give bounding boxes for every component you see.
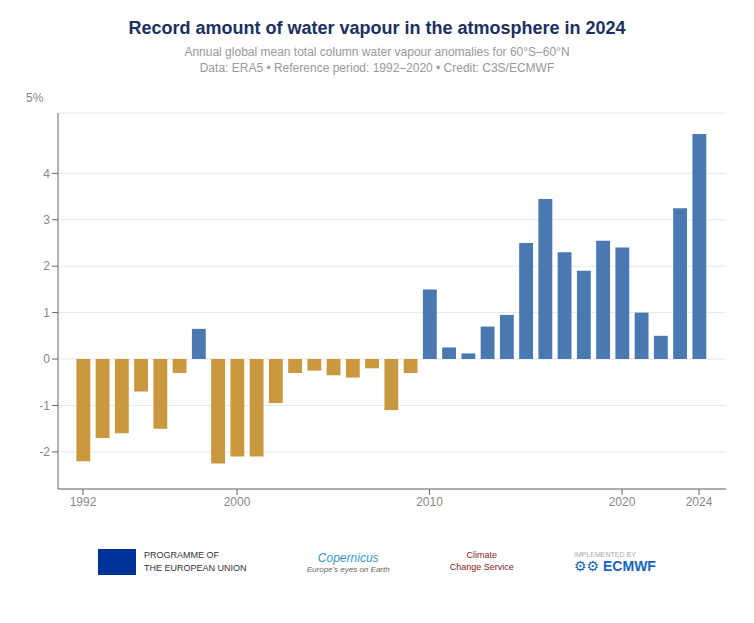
svg-text:1992: 1992 — [70, 495, 97, 509]
html-text:Climate Change Service: Climate Change Service — [449, 550, 514, 572]
html-text:Record amount of water vapour: Record amount of water vapour in the atm… — [128, 18, 626, 38]
html-text:⚙⚙ ECMWF: ⚙⚙ ECMWF — [574, 557, 656, 574]
svg-text:4: 4 — [43, 167, 50, 181]
svg-text:1: 1 — [43, 306, 50, 320]
svg-text:0: 0 — [43, 352, 50, 366]
svg-text:2020: 2020 — [609, 495, 636, 509]
svg-text:-2: -2 — [39, 445, 50, 459]
svg-text:2000: 2000 — [224, 495, 251, 509]
html-text:5%: 5% — [26, 91, 44, 105]
html-text:Annual global mean total colum: Annual global mean total column water va… — [184, 45, 570, 59]
svg-text:2: 2 — [43, 259, 50, 273]
svg-text:3: 3 — [43, 213, 50, 227]
html-text:Europe's eyes on Earth: Europe's eyes on Earth — [306, 564, 390, 574]
svg-text:2024: 2024 — [686, 495, 713, 509]
html-text:Data: ERA5 • Reference period:: Data: ERA5 • Reference period: 1992–2020… — [199, 61, 555, 75]
html-text:IMPLEMENTED BY: IMPLEMENTED BY — [574, 550, 636, 558]
svg-text:2010: 2010 — [416, 495, 443, 509]
svg-text:-1: -1 — [39, 399, 50, 413]
html-text:Copernicus: Copernicus — [317, 550, 379, 565]
html-text:PROGRAMME OF THE EUROPEAN UNIO: PROGRAMME OF THE EUROPEAN UNION — [144, 550, 247, 573]
